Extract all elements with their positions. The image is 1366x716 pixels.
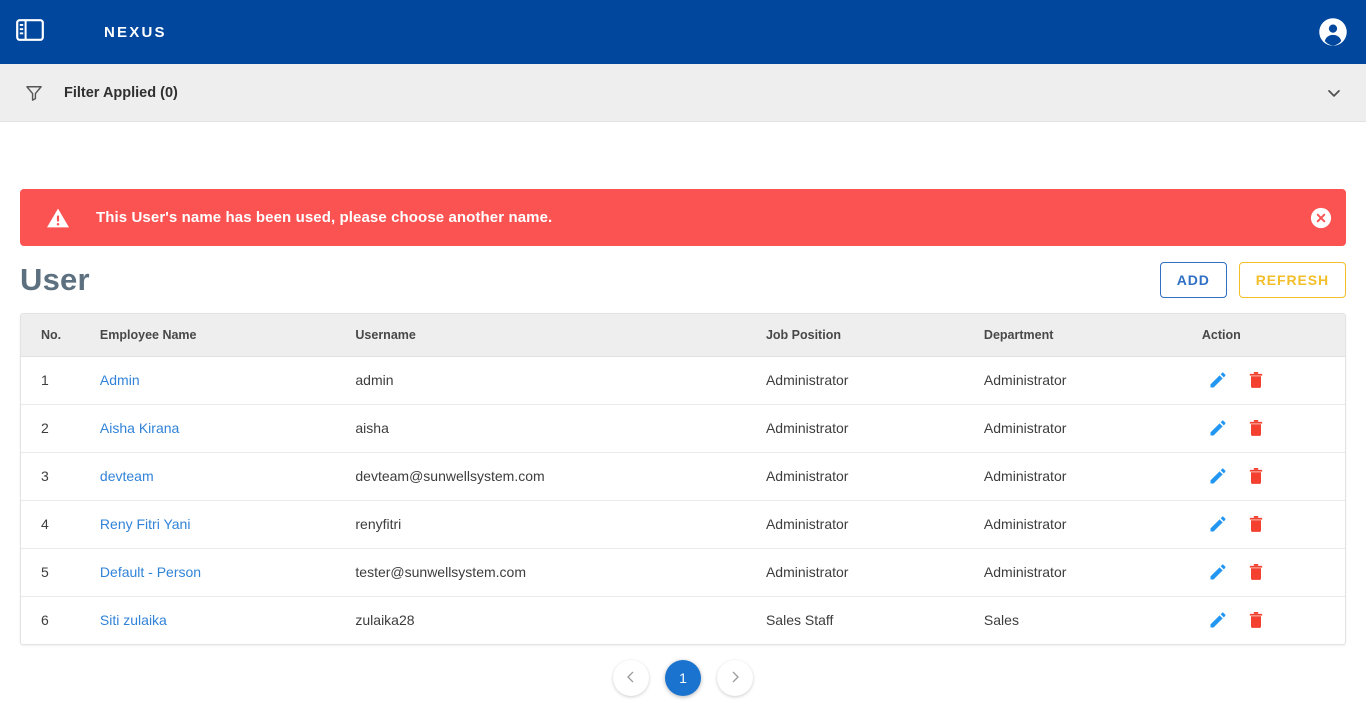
edit-pencil-icon[interactable] [1208, 610, 1228, 630]
chevron-left-icon [623, 669, 639, 688]
column-header-action: Action [1191, 314, 1345, 357]
table-row: 1 Admin admin Administrator Administrator [21, 356, 1345, 405]
column-header-employee-name: Employee Name [89, 314, 346, 357]
table-row: 6 Siti zulaika zulaika28 Sales Staff Sales [21, 596, 1345, 644]
app-brand-title: NEXUS [104, 23, 167, 41]
close-circle-icon[interactable] [1310, 207, 1332, 229]
edit-pencil-icon[interactable] [1208, 562, 1228, 582]
alert-message: This User's name has been used, please c… [96, 209, 553, 226]
action-cell [1202, 610, 1335, 630]
employee-name-link[interactable]: Aisha Kirana [99, 420, 180, 436]
table-row: 4 Reny Fitri Yani renyfitri Administrator Ad… [21, 500, 1345, 549]
edit-pencil-icon[interactable] [1208, 418, 1228, 438]
cell-username: devteam@sunwellsystem.com [345, 452, 756, 501]
cell-username: renyfitri [345, 500, 756, 549]
employee-name-link[interactable]: Reny Fitri Yani [99, 516, 191, 532]
account-circle-icon [1318, 17, 1348, 47]
table-row: 5 Default - Person tester@sunwellsystem.co… [21, 548, 1345, 597]
employee-name-link[interactable]: Siti zulaika [99, 612, 167, 629]
delete-trash-icon[interactable] [1246, 466, 1266, 486]
column-header-job-position: Job Position [755, 314, 974, 357]
add-button[interactable]: ADD [1159, 261, 1227, 298]
cell-no: 1 [21, 356, 90, 405]
employee-name-link[interactable]: Admin [99, 372, 140, 388]
cell-department: Sales [983, 612, 1019, 629]
cell-job-position: Administrator [755, 452, 974, 501]
pagination: 1 [20, 645, 1346, 711]
action-cell [1202, 562, 1335, 582]
table-body: 1 Admin admin Administrator Administrator 2 Ai… [21, 356, 1345, 644]
sidebar-toggle-button[interactable] [12, 14, 48, 50]
table-row: 3 devteam devteam@sunwellsystem.com Adminis… [21, 452, 1345, 501]
cell-job-position: Administrator [755, 356, 974, 405]
delete-trash-icon[interactable] [1246, 514, 1266, 534]
pagination-page-1[interactable]: 1 [665, 660, 701, 696]
cell-no: 3 [21, 452, 90, 501]
cell-no: 6 [41, 612, 49, 629]
page-title-row: User ADD REFRESH [20, 246, 1346, 313]
cell-job-position: Administrator [755, 548, 974, 597]
cell-username: zulaika28 [355, 612, 415, 629]
chevron-right-icon [727, 669, 743, 688]
user-table: No. Employee Name Username Job Position … [20, 313, 1346, 645]
account-button[interactable] [1318, 17, 1348, 47]
edit-pencil-icon[interactable] [1208, 370, 1228, 390]
table-header: No. Employee Name Username Job Position … [21, 314, 1345, 357]
sidebar-toggle-icon [16, 18, 44, 47]
chevron-down-icon[interactable] [1324, 83, 1344, 103]
refresh-button[interactable]: REFRESH [1238, 261, 1346, 298]
edit-pencil-icon[interactable] [1208, 466, 1228, 486]
action-cell [1202, 466, 1335, 486]
action-cell [1202, 370, 1335, 390]
filter-icon [24, 83, 44, 103]
cell-job-position: Sales Staff [765, 612, 834, 629]
column-header-no: No. [21, 314, 90, 357]
cell-no: 2 [21, 404, 90, 453]
cell-department: Administrator [973, 548, 1192, 597]
filter-applied-label: Filter Applied (0) [64, 84, 178, 101]
cell-username: admin [345, 356, 756, 405]
action-cell [1202, 418, 1335, 438]
cell-no: 4 [21, 500, 90, 549]
warning-triangle-icon [46, 206, 70, 230]
delete-trash-icon[interactable] [1246, 370, 1266, 390]
employee-name-link[interactable]: devteam [99, 468, 154, 484]
cell-job-position: Administrator [755, 404, 974, 453]
error-alert-banner: This User's name has been used, please c… [20, 189, 1346, 246]
action-cell [1202, 514, 1335, 534]
content-top-gap [20, 122, 1346, 189]
table-row: 2 Aisha Kirana aisha Administrator Administr… [21, 404, 1345, 453]
delete-trash-icon[interactable] [1246, 562, 1266, 582]
filter-bar[interactable]: Filter Applied (0) [0, 64, 1366, 122]
edit-pencil-icon[interactable] [1208, 514, 1228, 534]
column-header-username: Username [345, 314, 756, 357]
cell-department: Administrator [973, 356, 1192, 405]
cell-department: Administrator [973, 404, 1192, 453]
delete-trash-icon[interactable] [1246, 610, 1266, 630]
cell-username: tester@sunwellsystem.com [345, 548, 756, 597]
cell-no: 5 [21, 548, 90, 597]
page-title: User [20, 261, 90, 297]
cell-username: aisha [345, 404, 756, 453]
table-header-row: No. Employee Name Username Job Position … [21, 314, 1345, 357]
pagination-prev-button[interactable] [613, 660, 649, 696]
cell-department: Administrator [973, 452, 1192, 501]
cell-department: Administrator [973, 500, 1192, 549]
app-header: NEXUS [0, 0, 1366, 64]
delete-trash-icon[interactable] [1246, 418, 1266, 438]
employee-name-link[interactable]: Default - Person [99, 564, 202, 580]
cell-job-position: Administrator [755, 500, 974, 549]
page-content: This User's name has been used, please c… [0, 122, 1366, 711]
column-header-department: Department [973, 314, 1192, 357]
pagination-next-button[interactable] [717, 660, 753, 696]
